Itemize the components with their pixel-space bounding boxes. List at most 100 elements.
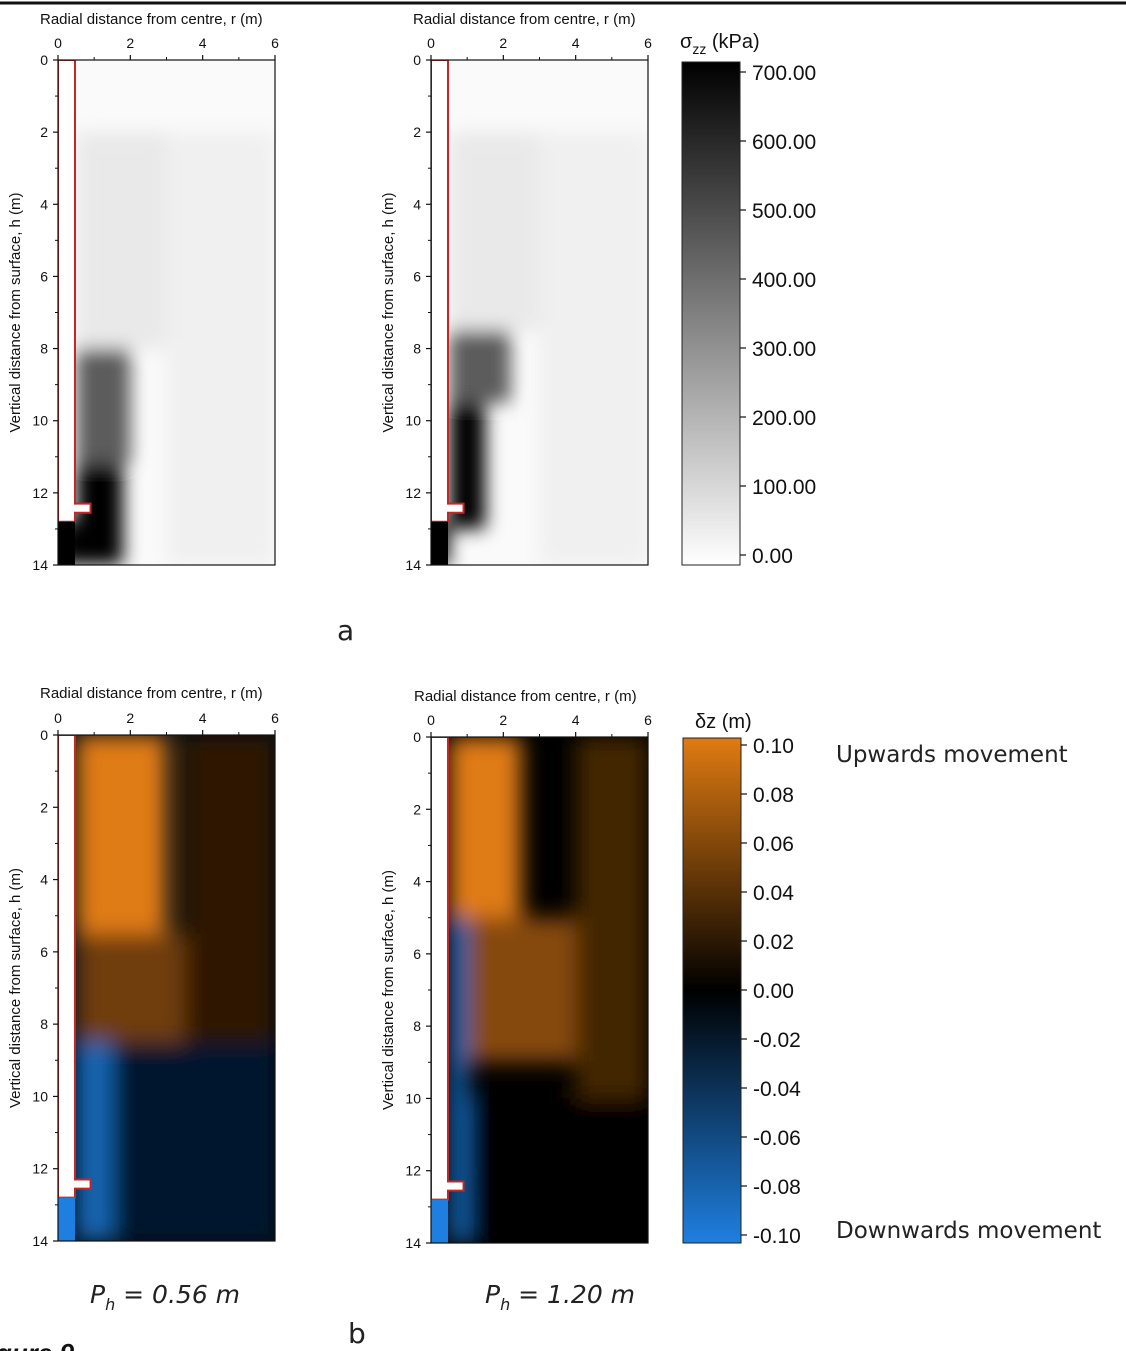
y-tick-label: 14 xyxy=(32,1233,48,1249)
x-tick-label: 6 xyxy=(644,35,652,51)
x-tick-label: 0 xyxy=(54,710,62,726)
colorbar-tick-label: 500.00 xyxy=(752,200,816,223)
colorbar-tick-label: -0.10 xyxy=(753,1225,801,1248)
colorbar-b-ticks: 0.10 0.08 0.06 0.04 0.02 0.00 -0.02 -0.04 -0.06 -… xyxy=(741,735,801,1248)
y-tick-label: 10 xyxy=(32,413,48,429)
x-axis-label: Radial distance from centre, r (m) xyxy=(40,685,263,702)
figure-caption: gure 9 xyxy=(0,1338,75,1351)
heatmap-regions xyxy=(449,737,648,1243)
soil-below-pile xyxy=(431,521,448,565)
y-tick-label: 4 xyxy=(413,874,421,890)
colorbar-b-bar xyxy=(682,737,742,1244)
heatmap-region xyxy=(449,132,540,331)
x-axis-label: Radial distance from centre, r (m) xyxy=(413,11,636,28)
y-tick-label: 8 xyxy=(40,1016,48,1032)
colorbar-tick-label: 600.00 xyxy=(752,131,816,154)
x-tick-label: 6 xyxy=(644,712,652,728)
heatmap-region xyxy=(449,330,511,403)
colorbar-tick-label: -0.08 xyxy=(753,1176,801,1199)
colorbar-tick-label: 0.00 xyxy=(752,545,793,568)
soil-below-pile xyxy=(58,521,75,565)
y-tick-label: 8 xyxy=(40,341,48,357)
x-axis-label: Radial distance from centre, r (m) xyxy=(40,11,263,28)
y-tick-label: 8 xyxy=(413,1018,421,1034)
heatmap-region xyxy=(166,132,275,565)
y-axis-label: Vertical distance from surface, h (m) xyxy=(380,192,397,432)
colorbar-tick-label: 700.00 xyxy=(752,62,816,85)
caption-left: Ph = 0.56 m xyxy=(90,1280,240,1314)
y-tick-label: 0 xyxy=(40,727,48,743)
colorbar-tick-label: -0.02 xyxy=(753,1029,801,1052)
upwards-movement-label: Upwards movement xyxy=(836,742,1068,768)
y-tick-label: 4 xyxy=(40,196,48,212)
colorbar-tick-label: 0.10 xyxy=(753,735,794,758)
y-tick-label: 12 xyxy=(32,1161,48,1177)
y-tick-label: 2 xyxy=(40,124,48,140)
colorbar-tick-label: 0.06 xyxy=(753,833,794,856)
y-tick-label: 14 xyxy=(405,557,421,573)
x-tick-label: 0 xyxy=(54,35,62,51)
heatmap-region xyxy=(76,464,124,565)
colorbar-a: σzz (kPa) 700.00 600.00 500.00 400.00 300.00… xyxy=(680,31,816,568)
y-tick-label: 6 xyxy=(413,946,421,962)
y-tick-label: 6 xyxy=(40,268,48,284)
x-tick-label: 4 xyxy=(199,710,207,726)
colorbar-b: δz (m) 0.10 0.08 0.06 0.04 0.02 0.00 -0.02 -0.0… xyxy=(682,711,1101,1248)
x-tick-label: 6 xyxy=(271,35,279,51)
y-tick-label: 10 xyxy=(405,1090,421,1106)
x-tick-label: 0 xyxy=(427,35,435,51)
heatmap-field xyxy=(58,60,275,565)
colorbar-a-bar xyxy=(681,61,741,566)
colorbar-tick-label: 0.00 xyxy=(753,980,794,1003)
y-tick-label: 0 xyxy=(413,52,421,68)
heatmap-region xyxy=(184,735,275,1043)
y-tick-label: 12 xyxy=(405,485,421,501)
y-tick-label: 12 xyxy=(405,1163,421,1179)
panel-label-b: b xyxy=(348,1317,366,1350)
x-tick-label: 2 xyxy=(126,710,134,726)
heatmap-field xyxy=(431,737,648,1243)
x-tick-label: 6 xyxy=(271,710,279,726)
y-tick-label: 2 xyxy=(40,799,48,815)
colorbar-tick-label: 200.00 xyxy=(752,407,816,430)
colorbar-tick-label: -0.06 xyxy=(753,1127,801,1150)
heatmap-region xyxy=(76,735,167,934)
soil-below-pile xyxy=(58,1197,75,1241)
y-tick-label: 12 xyxy=(32,485,48,501)
colorbar-tick-label: -0.04 xyxy=(753,1078,801,1101)
heatmap-region xyxy=(575,737,648,1099)
colorbar-tick-label: 100.00 xyxy=(752,476,816,499)
heatmap-region xyxy=(76,132,167,349)
x-tick-label: 4 xyxy=(199,35,207,51)
x-tick-label: 2 xyxy=(499,35,507,51)
y-tick-label: 10 xyxy=(405,413,421,429)
colorbar-tick-label: 0.04 xyxy=(753,882,794,905)
heatmap-regions xyxy=(76,735,275,1241)
x-tick-label: 4 xyxy=(572,712,580,728)
heatmap-region xyxy=(76,933,185,1043)
heatmap-region xyxy=(449,917,576,1063)
x-tick-label: 2 xyxy=(499,712,507,728)
y-tick-label: 2 xyxy=(413,124,421,140)
axes-layer: 0 2 4 6 Radial distance from centre, r (m) 0 2… xyxy=(7,11,652,1251)
colorbar-tick-label: 0.08 xyxy=(753,784,794,807)
colorbar-tick-label: 0.02 xyxy=(753,931,794,954)
y-tick-label: 10 xyxy=(32,1088,48,1104)
downwards-movement-label: Downwards movement xyxy=(836,1218,1101,1244)
y-tick-label: 4 xyxy=(413,196,421,212)
heatmap-region xyxy=(539,132,648,565)
heatmap-field xyxy=(58,735,275,1241)
heat-layers xyxy=(58,60,648,1243)
y-axis-label: Vertical distance from surface, h (m) xyxy=(7,868,24,1108)
y-tick-label: 14 xyxy=(405,1235,421,1251)
heatmap-regions xyxy=(58,132,275,565)
colorbar-a-title: σzz (kPa) xyxy=(680,31,760,57)
colorbar-a-ticks: 700.00 600.00 500.00 400.00 300.00 200.00 100.… xyxy=(740,62,816,568)
colorbar-b-title: δz (m) xyxy=(695,711,752,733)
y-axis-label: Vertical distance from surface, h (m) xyxy=(7,192,24,432)
heatmap-region xyxy=(76,348,131,464)
x-tick-label: 0 xyxy=(427,712,435,728)
y-tick-label: 0 xyxy=(413,729,421,745)
y-tick-label: 8 xyxy=(413,341,421,357)
